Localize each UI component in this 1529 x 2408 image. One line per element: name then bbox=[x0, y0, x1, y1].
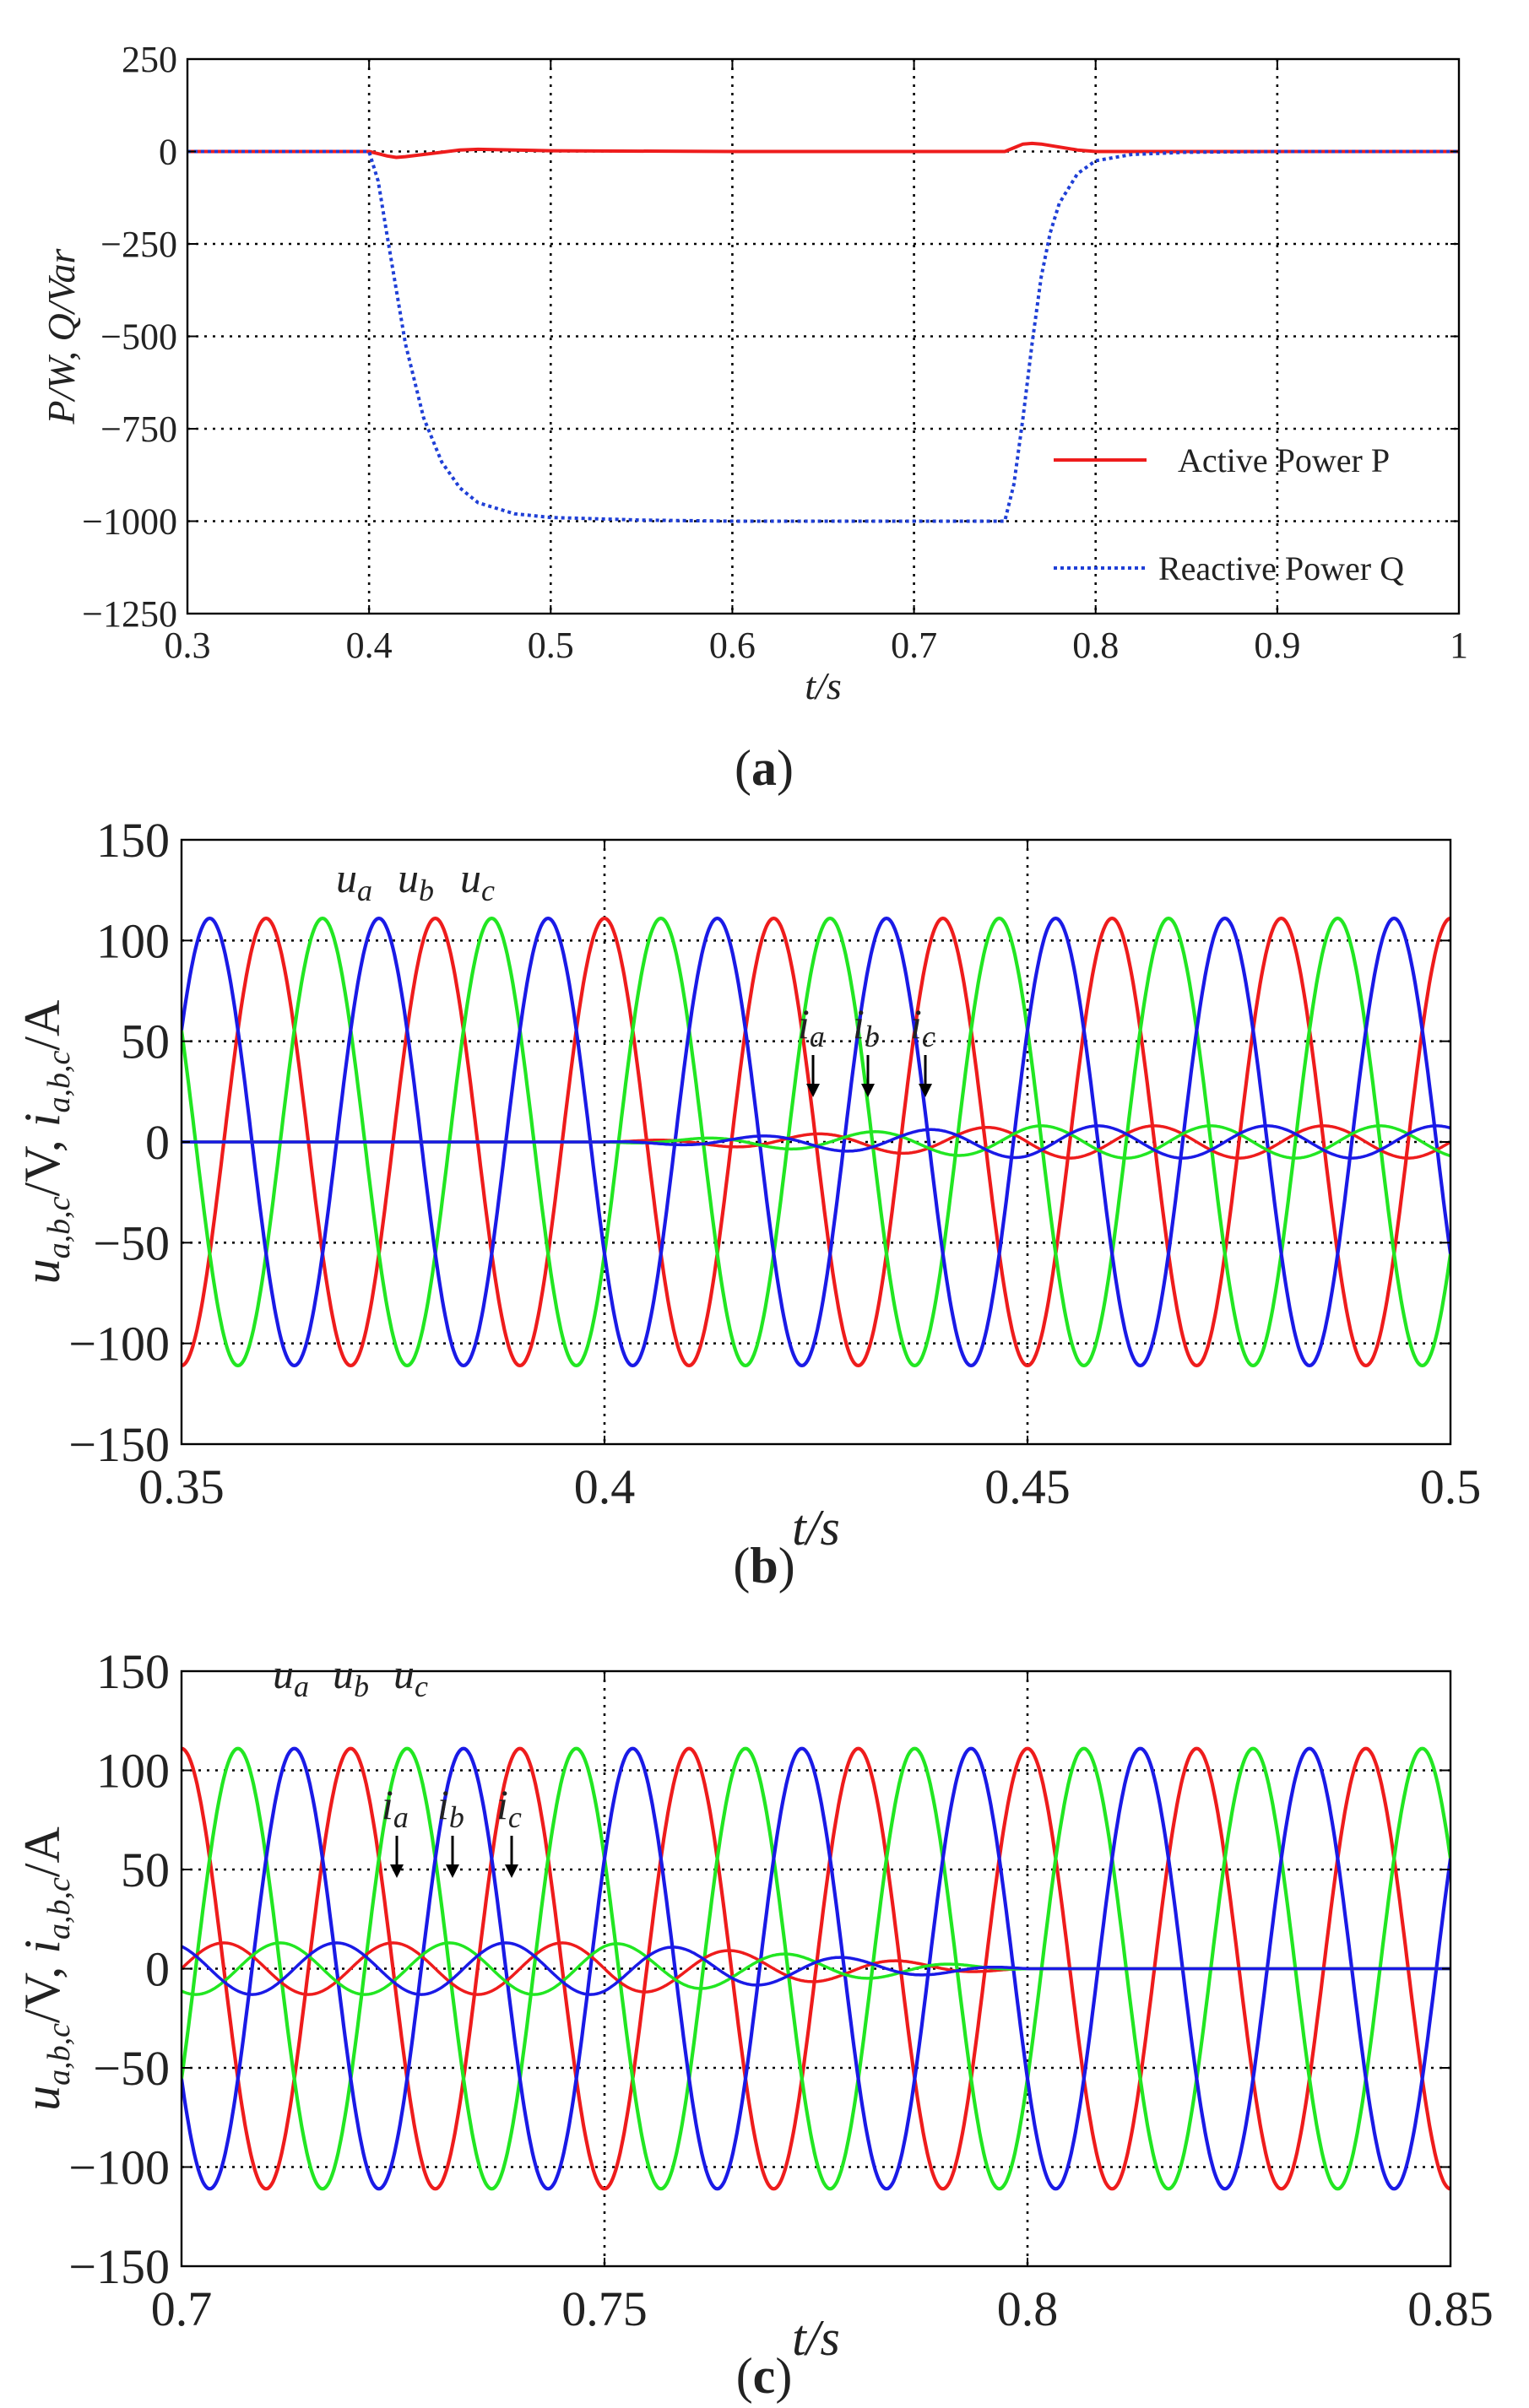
y-axis-label: P/W, Q/Var bbox=[40, 247, 83, 425]
y-tick-label: −150 bbox=[68, 1417, 170, 1472]
arrow-head bbox=[806, 1084, 820, 1097]
y-tick-label: −50 bbox=[93, 1215, 170, 1270]
x-axis-label: t/s bbox=[792, 1500, 840, 1556]
voltage-label: ub bbox=[398, 854, 434, 907]
voltage-label: uc bbox=[460, 854, 495, 907]
y-tick-label: 50 bbox=[121, 1843, 170, 1897]
legend: Active Power P Reactive Power Q bbox=[1054, 441, 1404, 587]
x-tick-label: 0.7 bbox=[151, 2281, 213, 2336]
x-tick-label: 0.85 bbox=[1407, 2281, 1494, 2336]
y-tick-label: −500 bbox=[100, 317, 177, 358]
ticks: 0.35 0.4 0.45 0.5 150 100 50 0 −50 −100 −150 bbox=[68, 813, 1481, 1514]
series-line bbox=[182, 1746, 1450, 2191]
current-label: ic bbox=[910, 1000, 935, 1053]
y-tick-label: 100 bbox=[96, 913, 170, 968]
panel-c: 0.7 0.75 0.8 0.85 150 100 50 0 −50 −100 −150 t/s ua,… bbox=[14, 1644, 1494, 2404]
y-tick-label: 150 bbox=[96, 1644, 170, 1699]
x-tick-label: 0.6 bbox=[709, 625, 756, 666]
series-group bbox=[187, 141, 1459, 523]
y-tick-label: −100 bbox=[68, 2140, 170, 2195]
arrow-head bbox=[390, 1864, 404, 1878]
y-tick-label: −1000 bbox=[82, 501, 177, 543]
panel-b: 0.35 0.4 0.45 0.5 150 100 50 0 −50 −100 −150 t/s ua,… bbox=[14, 813, 1481, 1594]
series-line bbox=[182, 917, 1450, 1367]
legend-label: Active Power P bbox=[1178, 441, 1390, 479]
panel-caption: (b) bbox=[733, 1538, 794, 1594]
y-tick-label: −100 bbox=[68, 1317, 170, 1372]
x-tick-label: 1 bbox=[1450, 625, 1468, 666]
grid bbox=[187, 59, 1459, 614]
series-line bbox=[182, 1746, 1450, 2191]
series-group bbox=[182, 917, 1450, 1367]
y-tick-label: −750 bbox=[100, 409, 177, 450]
ticks: 0.7 0.75 0.8 0.85 150 100 50 0 −50 −100 −150 bbox=[68, 1644, 1493, 2336]
x-axis-label: t/s bbox=[805, 664, 841, 707]
y-tick-label: −150 bbox=[68, 2239, 170, 2294]
current-label: ia bbox=[798, 1000, 825, 1053]
ticks: 0.3 0.4 0.5 0.6 0.7 0.8 0.9 1 250 0 −250 −500 −750 −1… bbox=[82, 39, 1468, 666]
x-tick-label: 0.35 bbox=[138, 1459, 225, 1514]
series-line bbox=[182, 917, 1450, 1367]
current-label: ic bbox=[496, 1781, 522, 1834]
voltage-label: uc bbox=[393, 1650, 428, 1703]
y-axis-label: ua,b,c/V, ia,b,c/A bbox=[14, 1000, 77, 1285]
x-tick-label: 0.3 bbox=[165, 625, 211, 666]
voltage-label: ua bbox=[273, 1650, 309, 1703]
series-group bbox=[182, 1746, 1450, 2191]
y-tick-label: 0 bbox=[145, 1942, 170, 1997]
x-tick-label: 0.8 bbox=[1072, 625, 1119, 666]
x-axis-label: t/s bbox=[792, 2310, 840, 2366]
y-tick-label: −50 bbox=[93, 2041, 170, 2096]
series-line bbox=[187, 149, 1459, 523]
arrow-head bbox=[861, 1084, 875, 1097]
series-line bbox=[182, 1124, 1450, 1160]
x-tick-label: 0.4 bbox=[574, 1459, 636, 1514]
x-tick-label: 0.9 bbox=[1254, 625, 1300, 666]
y-axis-label: ua,b,c/V, ia,b,c/A bbox=[14, 1826, 77, 2111]
arrow-head bbox=[919, 1084, 932, 1097]
voltage-label: ub bbox=[333, 1650, 369, 1703]
arrow-head bbox=[446, 1864, 459, 1878]
legend-label: Reactive Power Q bbox=[1158, 549, 1404, 587]
y-tick-label: −250 bbox=[100, 224, 177, 265]
phase-annotations: ua ub uc ia ib ic bbox=[273, 1650, 522, 1878]
current-label: ia bbox=[382, 1781, 409, 1834]
y-tick-label: 0 bbox=[145, 1115, 170, 1170]
y-tick-label: 50 bbox=[121, 1015, 170, 1069]
y-tick-label: −1250 bbox=[82, 593, 177, 635]
x-tick-label: 0.45 bbox=[984, 1459, 1071, 1514]
current-label: ib bbox=[853, 1000, 880, 1053]
panel-caption: (a) bbox=[735, 740, 794, 796]
x-tick-label: 0.5 bbox=[1420, 1459, 1482, 1514]
x-tick-label: 0.7 bbox=[891, 625, 937, 666]
panel-a: 0.3 0.4 0.5 0.6 0.7 0.8 0.9 1 250 0 −250 −500 −750 −1… bbox=[40, 39, 1468, 796]
phase-annotations: ua ub uc ia ib ic bbox=[336, 854, 935, 1097]
x-tick-label: 0.5 bbox=[528, 625, 574, 666]
x-tick-label: 0.75 bbox=[561, 2281, 648, 2336]
x-tick-label: 0.8 bbox=[997, 2281, 1059, 2336]
y-tick-label: 250 bbox=[122, 39, 177, 80]
arrow-head bbox=[505, 1864, 518, 1878]
current-label: ib bbox=[437, 1781, 464, 1834]
series-line bbox=[187, 141, 1459, 160]
y-tick-label: 150 bbox=[96, 813, 170, 868]
panel-caption: (c) bbox=[736, 2348, 793, 2404]
x-tick-label: 0.4 bbox=[346, 625, 393, 666]
voltage-label: ua bbox=[336, 854, 372, 907]
series-line bbox=[182, 1941, 1450, 1996]
y-tick-label: 100 bbox=[96, 1744, 170, 1799]
y-tick-label: 0 bbox=[159, 132, 177, 173]
